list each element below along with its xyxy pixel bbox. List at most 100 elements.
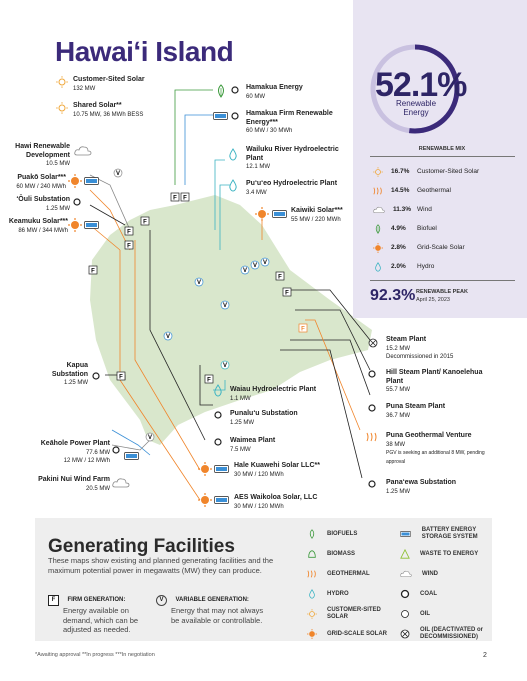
site-name: Puakō Solar***	[17, 174, 66, 181]
site-name: Panaʻewa Substation	[386, 479, 457, 486]
site-detail: 1.25 MW	[386, 488, 411, 495]
svg-text:V: V	[253, 263, 257, 269]
site-name: Puna Geothermal Venture	[386, 432, 472, 439]
hawi-site: Hawi Renewable Development 10.5 MW	[8, 143, 70, 169]
legend-label: WASTE TO ENERGY	[420, 551, 479, 557]
legend-label: COAL	[420, 591, 437, 597]
mix-row: 14.5% Geothermal	[373, 181, 518, 200]
site-name: Kaiwiki Solar***	[291, 207, 343, 214]
geothermal-icon	[366, 432, 377, 442]
variable-title: VARIABLE GENERATION:	[175, 597, 249, 603]
svg-text:F: F	[278, 275, 282, 281]
firm-generation-note: F FIRM GENERATION: Energy available on d…	[48, 588, 153, 635]
marker-firm	[282, 287, 292, 297]
legend-item: GEOTHERMAL	[307, 564, 397, 584]
battery-icon	[214, 465, 229, 473]
renewable-label-1: Renewable	[395, 99, 437, 108]
site-detail: 15.2 MW	[386, 345, 411, 352]
coal-icon	[231, 86, 239, 94]
island-shape	[90, 195, 372, 445]
drop-icon	[229, 148, 237, 161]
firm-title: FIRM GENERATION:	[67, 597, 126, 603]
mix-pct: 11.3%	[393, 206, 412, 213]
legend-item: GRID-SCALE SOLAR	[307, 624, 397, 644]
site-detail: 3.4 MW	[246, 189, 267, 196]
coal-icon	[400, 589, 410, 599]
peak-label: RENEWABLE PEAK	[416, 289, 468, 295]
coal-icon	[214, 411, 222, 419]
mix-name: Customer-Sited Solar	[417, 168, 480, 175]
waiau-site: Waiau Hydroelectric Plant 1.1 MW	[230, 386, 340, 403]
site-name: Customer-Sited Solar	[73, 76, 145, 83]
svg-text:V: V	[223, 303, 227, 309]
site-name: Steam Plant	[386, 336, 427, 343]
coal-icon	[112, 446, 120, 454]
battery-icon	[400, 531, 411, 537]
site-detail: 20.5 MW	[85, 485, 110, 492]
svg-text:F: F	[91, 269, 95, 275]
sun-filled-icon	[68, 218, 82, 232]
keamuku-site: Keamuku Solar*** 86 MW / 344 MWh	[8, 218, 68, 235]
renewable-panel: 52.1% Renewable Energy RENEWABLE MIX 16.7…	[353, 0, 527, 318]
panaewa-site: Panaʻewa Substation 1.25 MW	[386, 479, 486, 496]
svg-text:V: V	[148, 435, 152, 441]
wailuku-site: Wailuku River Hydroelectric Plant 12.1 MW	[246, 146, 346, 172]
battery-icon	[214, 496, 229, 504]
leaf-icon	[309, 529, 315, 539]
sun-filled-icon	[68, 174, 82, 188]
puueo-site: Puʻuʻeo Hydroelectric Plant 3.4 MW	[246, 180, 346, 197]
renewable-label: Renewable Energy	[375, 99, 457, 117]
footnote: *Awaiting approval **In progress ***In n…	[35, 652, 155, 658]
mix-divider	[370, 156, 515, 157]
site-name: Puna Steam Plant	[386, 403, 446, 410]
generating-facilities-panel: Generating Facilities These maps show ex…	[35, 518, 492, 641]
pakini-site: Pakini Nui Wind Farm 20.5 MW	[20, 476, 110, 493]
coal-icon	[368, 370, 376, 378]
marker-firm	[170, 192, 180, 202]
mix-pct: 4.9%	[391, 225, 406, 232]
site-detail: 55.7 MW	[386, 387, 411, 393]
geothermal-icon	[307, 570, 316, 578]
battery-icon	[272, 210, 287, 218]
site-name: Punaluʻu Substation	[230, 410, 298, 417]
kapua-site: Kapua Substation 1.25 MW	[38, 362, 88, 388]
legend-label: WIND	[422, 571, 438, 577]
site-name: Kapua Substation	[51, 362, 88, 378]
marker-firm	[275, 271, 285, 281]
oil-decommissioned-icon	[400, 629, 410, 639]
legend-label: GEOTHERMAL	[327, 571, 370, 577]
svg-text:F: F	[183, 196, 187, 202]
sun-outline-icon	[56, 76, 68, 88]
site-detail-2: 12 MW / 12 MWh	[63, 458, 110, 464]
marker-firm	[140, 216, 150, 226]
site-detail: 1.25 MW	[230, 419, 255, 426]
legend-label: BIOMASS	[327, 551, 356, 557]
oil-decommissioned-icon	[368, 338, 378, 348]
mix-pct: 2.8%	[391, 244, 406, 251]
cloud-icon	[112, 478, 130, 488]
legend-label: OIL	[420, 611, 430, 617]
site-detail: 1.1 MW	[230, 395, 251, 402]
marker-firm	[116, 371, 126, 381]
svg-text:F: F	[143, 220, 147, 226]
marker-firm	[204, 374, 214, 384]
mix-row: 2.8% Grid-Scale Solar	[373, 238, 518, 257]
coal-icon	[368, 404, 376, 412]
legend-label: HYDRO	[327, 591, 349, 597]
drop-icon	[229, 179, 237, 192]
puako-site: Puakō Solar*** 60 MW / 240 MWh	[8, 174, 66, 191]
ouli-site: ʻŌuli Substation 1.25 MW	[8, 196, 70, 213]
legend-label: BATTERY ENERGY STORAGE SYSTEM	[421, 527, 478, 540]
legend-label: CUSTOMER-SITED SOLAR	[327, 607, 381, 620]
hale-site: Hale Kuawehi Solar LLC** 30 MW / 120 MWh	[234, 462, 324, 479]
drop-icon	[309, 589, 315, 599]
mix-pct: 16.7%	[391, 168, 410, 175]
legend-item: WASTE TO ENERGY	[400, 544, 490, 564]
site-detail: 1.25 MW	[45, 205, 70, 212]
coal-icon	[214, 438, 222, 446]
site-name: Hill Steam Plant/ Kanoelehua Plant	[386, 369, 483, 385]
svg-text:V: V	[116, 171, 120, 177]
variable-generation-note: V VARIABLE GENERATION: Energy that may n…	[156, 588, 266, 625]
svg-text:V: V	[197, 280, 201, 286]
mix-name: Biofuel	[417, 225, 437, 232]
